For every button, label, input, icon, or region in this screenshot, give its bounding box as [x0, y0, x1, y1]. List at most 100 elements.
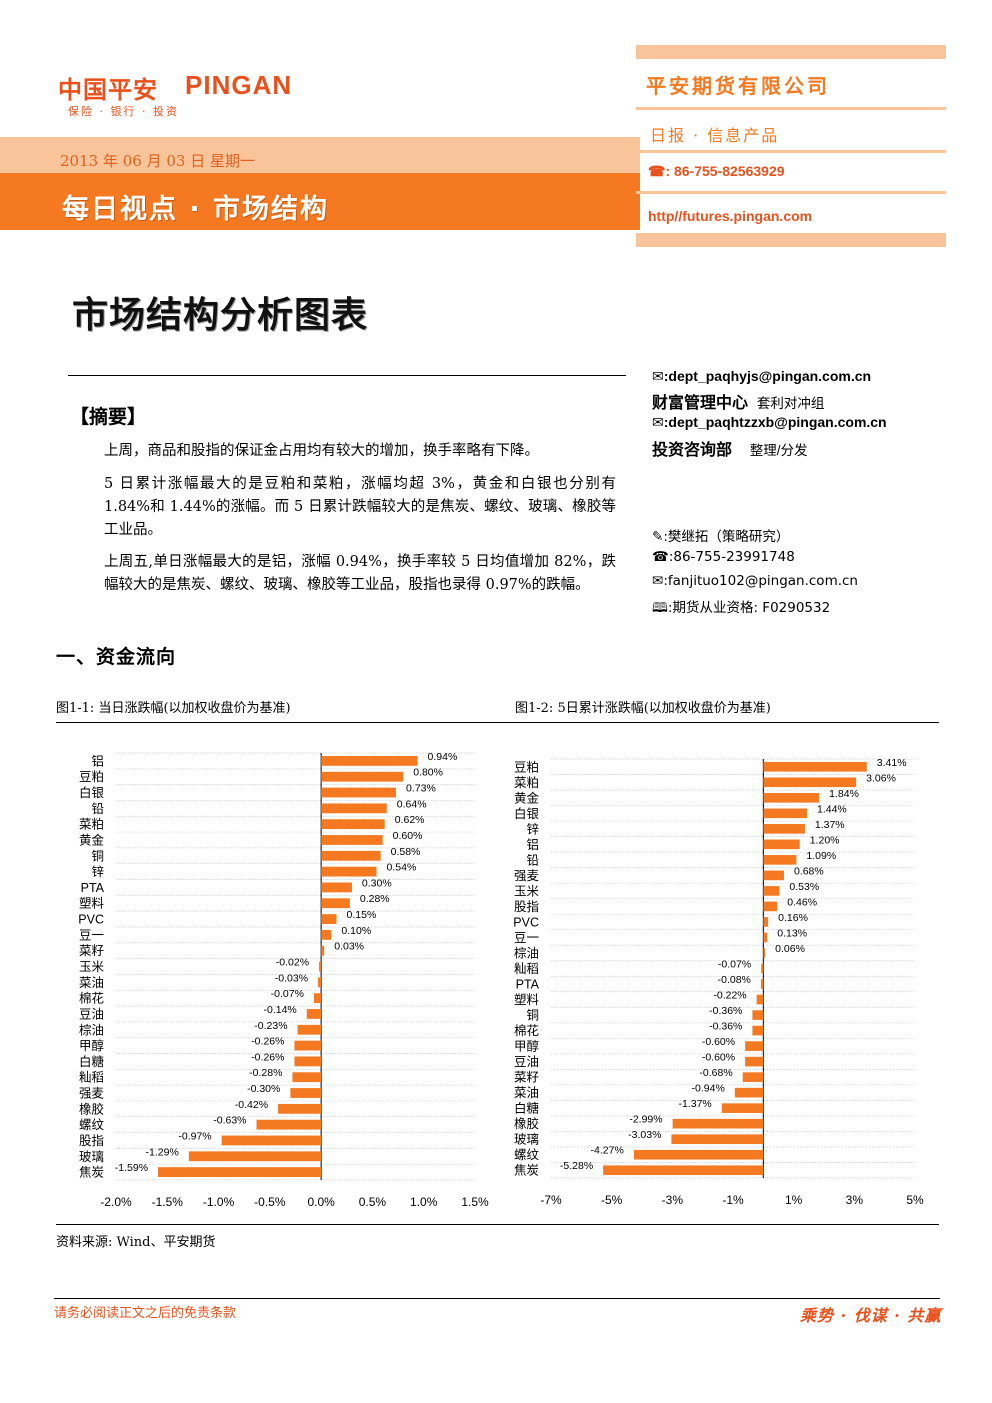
page-title: 市场结构分析图表	[72, 295, 369, 336]
data-label: 0.16%	[778, 912, 808, 924]
data-label: -0.23%	[254, 1020, 287, 1032]
category-label: 强麦	[79, 1087, 105, 1101]
category-label: 玉米	[79, 960, 105, 974]
logo-english: PINGAN	[185, 70, 293, 100]
bar	[745, 1041, 764, 1051]
bar	[321, 850, 381, 861]
data-label: 0.46%	[787, 896, 817, 908]
category-label: 棉花	[514, 1023, 539, 1038]
summary-paragraph: 上周五,单日涨幅最大的是铝，涨幅 0.94%，换手率较 5 日均值增加 82%，…	[104, 554, 616, 593]
data-label: -0.22%	[713, 990, 746, 1002]
bar	[321, 898, 350, 909]
data-label: 0.06%	[775, 943, 805, 955]
bar	[158, 1167, 322, 1177]
bar	[742, 1072, 764, 1082]
chart-daily-change: 铝 0.94% 豆粕 0.80% 白银 0.73% 铅 0.64% 菜粕 0.62% 黄金 0.60%…	[78, 751, 489, 1209]
bar	[763, 777, 857, 788]
tick-label: 1.0%	[410, 1195, 438, 1209]
bar	[318, 977, 322, 988]
data-label: -0.60%	[702, 1036, 735, 1048]
tick-label: -5%	[601, 1193, 623, 1207]
bar	[672, 1118, 764, 1129]
data-label: 0.94%	[428, 751, 458, 763]
category-label: 黄金	[514, 790, 540, 805]
data-label: 3.41%	[877, 757, 907, 769]
tick-label: -0.5%	[254, 1195, 286, 1209]
category-label: 菜油	[514, 1086, 539, 1100]
data-label: 0.60%	[393, 830, 423, 842]
bar	[278, 1103, 322, 1114]
category-label: 焦炭	[79, 1166, 104, 1180]
category-label: 棕油	[79, 1022, 104, 1037]
bar	[763, 839, 800, 850]
category-label: 菜粕	[79, 817, 104, 832]
category-label: 豆一	[514, 931, 539, 945]
data-label: 1.37%	[815, 819, 845, 831]
data-label: 0.03%	[334, 941, 364, 953]
category-label: 铜	[91, 848, 104, 863]
data-label: -0.07%	[271, 988, 304, 1000]
category-label: 焦炭	[514, 1164, 539, 1178]
category-label: 玉米	[514, 884, 540, 898]
bar	[221, 1135, 322, 1146]
category-label: 黄金	[79, 832, 105, 847]
report-date: 2013 年 06 月 03 日 星期一	[60, 152, 255, 170]
analyst-name: ✎:樊继拓（策略研究）	[652, 529, 790, 545]
phone-icon: ☎	[652, 549, 669, 565]
data-label: 0.58%	[391, 846, 421, 858]
bar	[294, 1056, 322, 1067]
header-band-light	[0, 137, 640, 173]
bar	[763, 901, 778, 912]
data-label: -0.36%	[709, 1021, 742, 1033]
category-label: 菜籽	[514, 1071, 539, 1085]
bar	[763, 855, 797, 865]
summary-paragraph: 上周，商品和股指的保证金占用均有较大的增加，换手率略有下降。	[104, 443, 539, 459]
panel-divider	[636, 150, 946, 153]
data-label: -0.36%	[709, 1005, 742, 1017]
data-label: 0.30%	[362, 877, 392, 889]
data-label: 0.73%	[406, 783, 436, 795]
header-title: 每日视点 · 市场结构	[62, 194, 330, 225]
category-label: 豆油	[79, 1007, 104, 1021]
data-label: 0.54%	[387, 862, 417, 874]
tick-label: 0.0%	[307, 1195, 335, 1209]
data-label: -4.27%	[591, 1145, 624, 1157]
contact-email-2: ✉:dept_paqhtzzxb@pingan.com.cn	[652, 414, 887, 430]
bar	[313, 993, 322, 1004]
phone-icon: ☎:	[648, 163, 674, 179]
category-label: 铜	[526, 1008, 539, 1023]
disclaimer-note[interactable]: 请务必阅读正文之后的免责条款	[54, 1306, 237, 1321]
tick-label: 1%	[785, 1193, 803, 1207]
data-label: 0.68%	[794, 865, 824, 877]
bar	[760, 979, 764, 989]
category-label: PTA	[516, 978, 540, 992]
data-label: 0.64%	[397, 798, 427, 810]
data-label: 0.13%	[777, 927, 807, 939]
tick-label: 5%	[906, 1193, 924, 1207]
data-source: 资料来源: Wind、平安期货	[56, 1235, 216, 1250]
bar	[188, 1151, 322, 1162]
data-label: 1.20%	[810, 834, 840, 846]
bar	[763, 886, 780, 896]
category-label: 塑料	[514, 992, 540, 1007]
bar	[763, 824, 805, 834]
data-label: 1.44%	[817, 803, 847, 815]
bar	[761, 963, 764, 974]
category-label: 玻璃	[514, 1133, 539, 1147]
bar	[321, 866, 377, 877]
bar	[763, 870, 784, 881]
category-label: 股指	[79, 1133, 104, 1148]
summary-heading: 【摘要】	[70, 406, 147, 428]
data-label: 0.53%	[789, 881, 819, 893]
tick-label: -2.0%	[100, 1195, 132, 1209]
chart-5day-change: 豆粕 3.41% 菜粕 3.06% 黄金 1.84% 白银 1.44% 锌 1.37% 铝 1.20%…	[513, 757, 924, 1207]
category-label: PVC	[513, 915, 539, 929]
data-label: 3.06%	[866, 772, 896, 784]
company-slogan: 乘势 · 伐谋 · 共赢	[800, 1306, 942, 1325]
data-label: 1.84%	[829, 788, 859, 800]
bar	[721, 1103, 764, 1113]
data-label: -2.99%	[629, 1114, 662, 1126]
category-label: 甲醇	[514, 1039, 539, 1054]
tick-label: -7%	[540, 1193, 562, 1207]
company-url[interactable]: http//futures.pingan.com	[648, 208, 813, 224]
